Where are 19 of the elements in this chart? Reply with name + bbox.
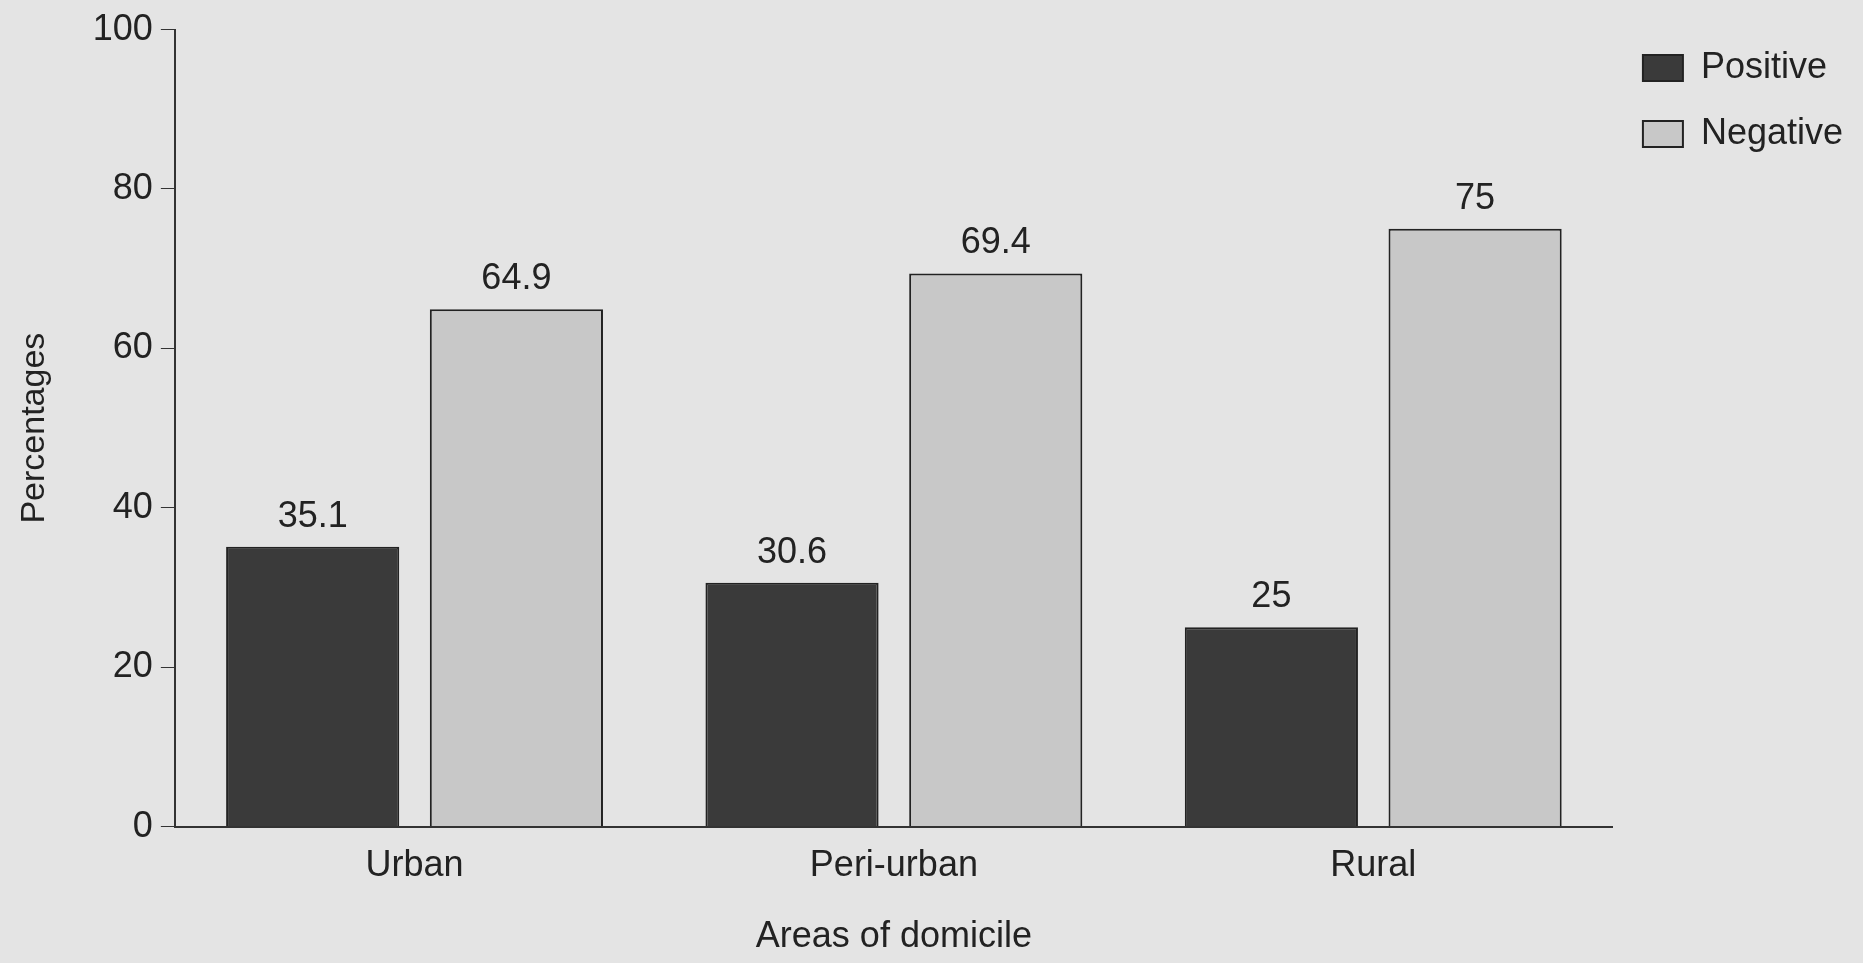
y-tick-label: 20 [112,644,153,686]
y-tick-label: 60 [112,325,153,367]
x-axis-title: Areas of domicile [755,914,1032,956]
y-tick-label: 80 [112,165,153,207]
data-label: 30.6 [756,529,828,571]
data-label: 35.1 [277,493,348,535]
y-axis-title: Percentages [12,332,51,524]
legend-label: Positive [1700,44,1827,86]
data-label: 64.9 [481,256,552,298]
x-tick-label: Peri-urban [809,843,978,885]
legend-label: Negative [1700,110,1844,152]
y-tick-label: 0 [132,803,153,845]
x-tick-label: Urban [365,843,464,885]
data-label: 25 [1251,574,1292,616]
data-label: 75 [1455,175,1496,217]
data-label: 69.4 [960,220,1031,262]
x-tick-label: Rural [1330,843,1417,885]
y-tick-label: 40 [112,484,153,526]
y-tick-label: 100 [92,6,153,48]
